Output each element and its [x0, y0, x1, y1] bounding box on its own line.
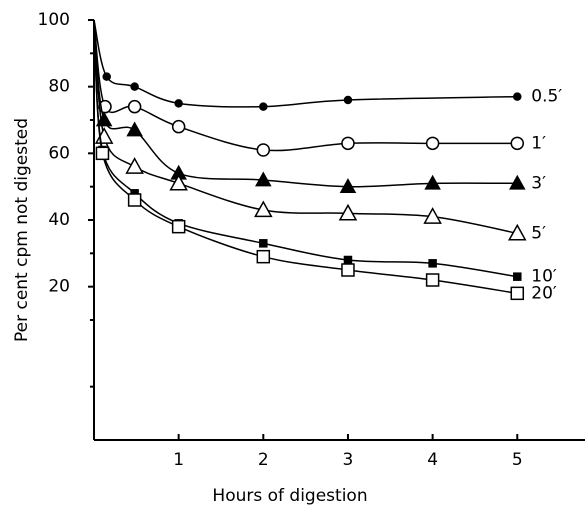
marker	[127, 193, 142, 207]
series-line	[93, 19, 518, 235]
marker	[95, 146, 110, 161]
marker	[255, 171, 272, 187]
marker	[338, 203, 358, 221]
marker	[127, 99, 142, 114]
marker	[341, 263, 355, 277]
marker	[254, 200, 273, 218]
marker	[425, 136, 440, 151]
marker	[343, 255, 353, 265]
marker	[513, 92, 522, 101]
marker	[259, 239, 268, 248]
marker	[174, 99, 183, 108]
marker	[428, 259, 437, 268]
marker	[171, 219, 186, 234]
marker	[341, 136, 355, 151]
marker	[102, 72, 111, 81]
marker	[259, 102, 268, 111]
x-tick-label: 3	[343, 450, 354, 470]
marker	[256, 249, 271, 264]
marker	[339, 178, 357, 194]
series-line	[93, 19, 518, 108]
series-label: 10′	[531, 267, 557, 287]
y-tick-label: 60	[48, 143, 70, 163]
marker	[424, 174, 441, 190]
marker	[510, 286, 525, 301]
series-line	[93, 19, 518, 152]
marker	[126, 121, 143, 137]
marker	[94, 127, 114, 144]
x-tick-label: 2	[258, 450, 269, 470]
series-label: 1′	[531, 133, 546, 153]
y-tick-label: 20	[48, 277, 70, 297]
marker	[513, 272, 522, 281]
marker	[425, 273, 440, 287]
marker	[510, 136, 525, 151]
series-label: 0.5′	[531, 87, 562, 107]
x-tick-label: 4	[427, 450, 438, 470]
marker	[256, 143, 271, 157]
y-tick-label: 100	[38, 10, 70, 30]
marker	[130, 82, 139, 91]
marker	[171, 119, 186, 134]
marker	[343, 95, 353, 105]
y-axis-label: Per cent cpm not digested	[12, 118, 32, 342]
series-label: 5′	[531, 223, 546, 243]
marker	[509, 174, 526, 190]
x-axis-label: Hours of digestion	[212, 486, 367, 506]
marker	[169, 173, 188, 191]
marker	[125, 157, 144, 174]
y-tick-label: 80	[48, 77, 70, 97]
marker	[423, 207, 442, 224]
marker	[508, 223, 527, 241]
y-tick-label: 40	[48, 210, 70, 230]
x-tick-label: 5	[512, 450, 523, 470]
series-label: 3′	[531, 173, 546, 193]
series-label: 20′	[531, 283, 557, 303]
x-tick-label: 1	[173, 450, 184, 470]
